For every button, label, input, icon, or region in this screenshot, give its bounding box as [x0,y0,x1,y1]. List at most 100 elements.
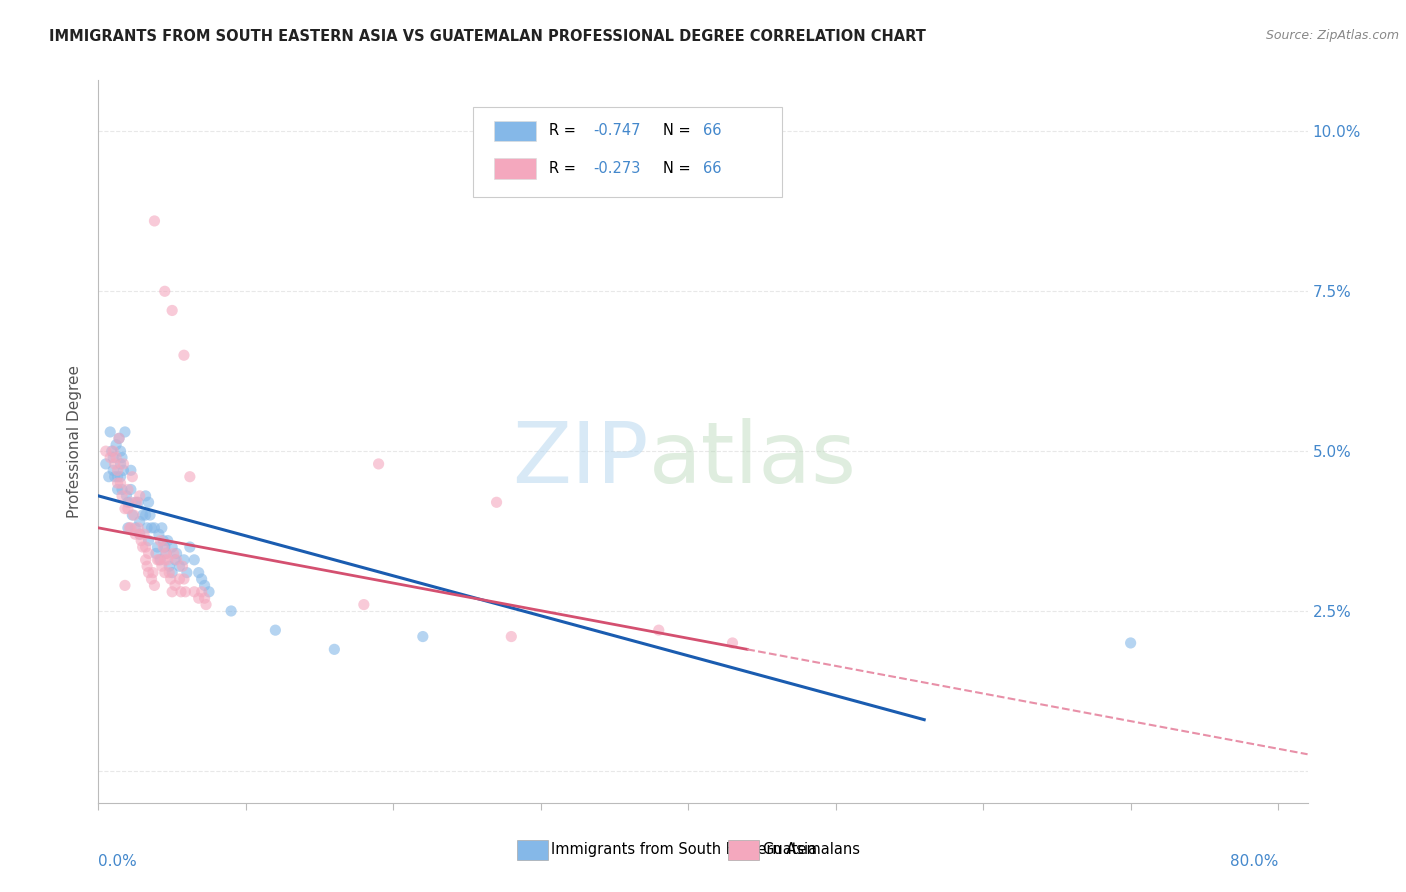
Point [187,566,209,580]
Point [94,444,117,458]
Point [127,521,149,535]
Point [112,457,135,471]
Point [108,431,131,445]
Point [160,540,183,554]
Point [169,572,191,586]
Point [141,521,163,535]
Point [124,521,146,535]
FancyBboxPatch shape [494,120,536,141]
Point [170,584,193,599]
Point [110,476,132,491]
Text: 80.0%: 80.0% [1230,854,1278,869]
Point [122,508,145,522]
Point [146,540,169,554]
FancyBboxPatch shape [494,158,536,178]
Point [157,566,180,580]
Point [94,457,117,471]
Point [173,553,195,567]
Point [353,598,375,612]
Text: 66: 66 [703,161,721,176]
Point [121,508,143,522]
Point [160,584,183,599]
Point [153,566,176,580]
Point [183,584,205,599]
Point [111,489,134,503]
Point [173,572,195,586]
Point [152,540,174,554]
Point [111,483,134,497]
Point [166,546,188,560]
Point [101,444,124,458]
Point [159,572,181,586]
Point [1119,636,1142,650]
Text: N =: N = [664,161,696,176]
Point [117,521,139,535]
Point [112,463,135,477]
Point [135,489,157,503]
Point [153,540,176,554]
Point [485,495,508,509]
Point [120,463,142,477]
Point [108,431,131,445]
Point [194,578,217,592]
Point [166,553,188,567]
Point [105,450,128,465]
Point [160,303,183,318]
Point [138,495,160,509]
Point [121,469,143,483]
Point [146,553,169,567]
Text: 0.0%: 0.0% [98,854,138,869]
Text: 66: 66 [703,123,721,138]
Point [136,521,159,535]
Point [143,578,166,592]
Point [501,630,523,644]
Point [134,527,156,541]
Text: -0.273: -0.273 [593,161,640,176]
Point [100,444,122,458]
Point [114,501,136,516]
Point [190,572,212,586]
Point [117,501,139,516]
Point [264,623,287,637]
Point [101,450,124,465]
Text: -0.747: -0.747 [593,123,641,138]
Point [198,584,221,599]
Point [153,285,176,299]
Point [104,457,127,471]
Point [162,546,184,560]
Point [156,553,179,567]
Point [721,636,744,650]
Point [110,444,132,458]
Point [105,438,128,452]
Point [107,483,129,497]
FancyBboxPatch shape [474,107,782,197]
Point [156,533,179,548]
Point [101,463,124,477]
Point [124,495,146,509]
Point [165,578,187,592]
Point [323,642,346,657]
Point [107,476,129,491]
Point [98,450,121,465]
Point [135,508,157,522]
Point [155,546,177,560]
Point [174,584,197,599]
Point [128,489,150,503]
Text: Guatemalans: Guatemalans [762,842,860,856]
Point [172,559,194,574]
Point [107,469,129,483]
Point [173,348,195,362]
Point [143,521,166,535]
Point [412,630,434,644]
Point [165,553,187,567]
Text: IMMIGRANTS FROM SOUTH EASTERN ASIA VS GUATEMALAN PROFESSIONAL DEGREE CORRELATION: IMMIGRANTS FROM SOUTH EASTERN ASIA VS GU… [49,29,927,44]
Point [110,457,132,471]
Point [118,521,141,535]
Y-axis label: Professional Degree: Professional Degree [67,365,83,518]
Point [150,521,173,535]
Point [148,527,170,541]
Point [148,553,170,567]
Point [128,527,150,541]
Point [115,489,138,503]
Point [155,546,177,560]
